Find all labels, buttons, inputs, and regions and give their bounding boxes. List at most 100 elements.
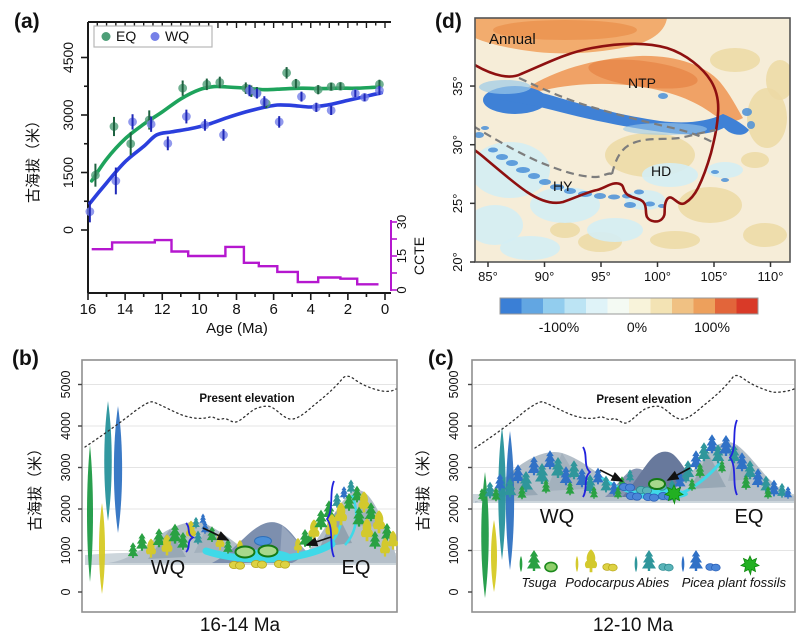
panel-b: (b) Present elevation W — [12, 347, 399, 636]
y-tick-label: 4000 — [447, 412, 461, 440]
blue-speckle — [516, 167, 530, 173]
colorbar-segment — [629, 298, 651, 314]
eq-label: EQ — [342, 557, 371, 579]
colorbar-label-zero: 0% — [627, 319, 647, 335]
panel-b-violins — [87, 401, 123, 594]
x-axis-label: Age (Ma) — [206, 320, 268, 337]
y-tick-label: 2000 — [59, 495, 73, 523]
colorbar-segment — [586, 298, 608, 314]
blue-speckle — [645, 201, 655, 207]
tan-patch — [741, 152, 769, 168]
y-axis-label: 古海拔（米） — [25, 113, 42, 203]
picea-fossil-icon — [705, 563, 721, 572]
blue-speckle — [594, 193, 606, 199]
colorbar-segment — [693, 298, 716, 314]
lon-tick-label: 100° — [644, 269, 671, 284]
podocarpus-fossil-1 — [228, 560, 246, 570]
valley-river — [202, 540, 336, 563]
colorbar-frame — [499, 297, 759, 315]
legend-picea: Picea — [682, 575, 715, 590]
x-tick-label: 14 — [117, 301, 134, 318]
x-tick-label: 8 — [232, 301, 240, 318]
brace — [325, 480, 335, 558]
colorbar-segment — [564, 298, 587, 314]
legend-podocarpus: Podocarpus — [565, 575, 635, 590]
tan-patch — [747, 88, 787, 148]
lat-tick-label: 30° — [450, 135, 465, 155]
blue-speckle — [539, 179, 551, 185]
blue-speckle — [624, 202, 636, 208]
wq-label: WQ — [540, 506, 574, 528]
blue-speckle — [721, 178, 729, 182]
panel-d-letter: (d) — [435, 10, 462, 33]
map-blue-band-east-tail — [719, 114, 749, 135]
map-orange-top-core — [493, 20, 637, 40]
lon-tick-label: 110° — [758, 269, 784, 284]
panel-c: (c) Present elevation WQ EQ — [415, 347, 796, 636]
map-axes: 85° 90° 95° 100° 105° 110° 20° 25° 30° 35° — [450, 76, 783, 284]
tan-patch — [550, 222, 580, 238]
lightblue-patch — [475, 205, 523, 245]
legend-abies: Abies — [636, 575, 670, 590]
present-elevation-profile — [474, 374, 795, 449]
pollen-violin — [99, 503, 105, 594]
panel-b-caption: 16-14 Ma — [200, 615, 281, 636]
stream-right — [681, 462, 722, 495]
y2-tick-label: 15 — [394, 249, 409, 263]
colorbar-label-neg: -100% — [539, 319, 579, 335]
panel-d: (d) Annual NTP HD HY 85° 90° 95° 100° 105° 11… — [435, 10, 791, 335]
pollen-violin — [505, 431, 515, 570]
colorbar-segment — [736, 298, 759, 314]
pollen-violin — [113, 406, 123, 533]
map-dashed-southwest — [475, 125, 613, 179]
panel-b-axis: 0 1000 2000 3000 4000 5000 — [59, 371, 82, 595]
colorbar-segment — [715, 298, 737, 314]
map-title: Annual — [489, 31, 536, 48]
present-elevation-label: Present elevation — [199, 393, 294, 405]
y-tick-label: 5000 — [447, 371, 461, 399]
panel-c-axis: 0 1000 2000 3000 4000 5000 — [447, 371, 472, 595]
blue-speckle — [488, 147, 498, 153]
panel-c-violins — [481, 427, 515, 598]
panel-b-ylabel: 古海拔（米） — [27, 441, 44, 531]
blue-speckle — [550, 184, 564, 190]
eq-massif-facet1 — [690, 453, 726, 489]
tsuga-fossil-icon — [544, 561, 558, 573]
blue-speckle — [506, 160, 518, 166]
tsuga-fossil-2 — [257, 544, 279, 558]
arrow-into-valley-right — [666, 467, 691, 481]
map-lightblue-patches — [475, 142, 743, 260]
lat-tick-label: 35° — [450, 76, 465, 96]
map-colorbar — [499, 297, 759, 315]
colorbar-segment — [650, 298, 673, 314]
map-frame — [474, 17, 791, 263]
panel-b-frame — [81, 359, 398, 613]
pollen-violin — [481, 472, 489, 598]
y-tick-label: 4500 — [60, 42, 76, 73]
picea-fossil-1 — [618, 482, 636, 492]
abies-fossil-icon — [658, 563, 674, 572]
y-tick-label: 0 — [60, 226, 76, 234]
pollen-violin — [491, 520, 497, 592]
x-tick-label: 4 — [307, 301, 315, 318]
legend-wq-dot — [150, 32, 160, 41]
legend-eq-dot — [101, 32, 111, 41]
y-tick-label: 3000 — [60, 99, 76, 130]
wq-label: WQ — [151, 557, 185, 579]
lightblue-patch — [707, 162, 743, 178]
panel-c-scene — [473, 419, 794, 598]
map-label-hd: HD — [651, 163, 671, 179]
y-tick-label: 0 — [59, 588, 73, 595]
tan-patch — [766, 60, 790, 100]
map-plateau-outline — [475, 42, 720, 223]
y-tick-label: 3000 — [447, 454, 461, 482]
map-label-ntp: NTP — [628, 75, 656, 91]
eq-label: EQ — [735, 506, 764, 528]
y-tick-label: 3000 — [59, 454, 73, 482]
legend-plant-fossils: plant fossils — [717, 575, 786, 590]
panel-b-braces — [185, 480, 335, 558]
y-tick-label: 4000 — [59, 412, 73, 440]
x-tick-label: 16 — [80, 301, 97, 318]
brace — [728, 419, 738, 496]
blue-speckle — [711, 170, 719, 174]
